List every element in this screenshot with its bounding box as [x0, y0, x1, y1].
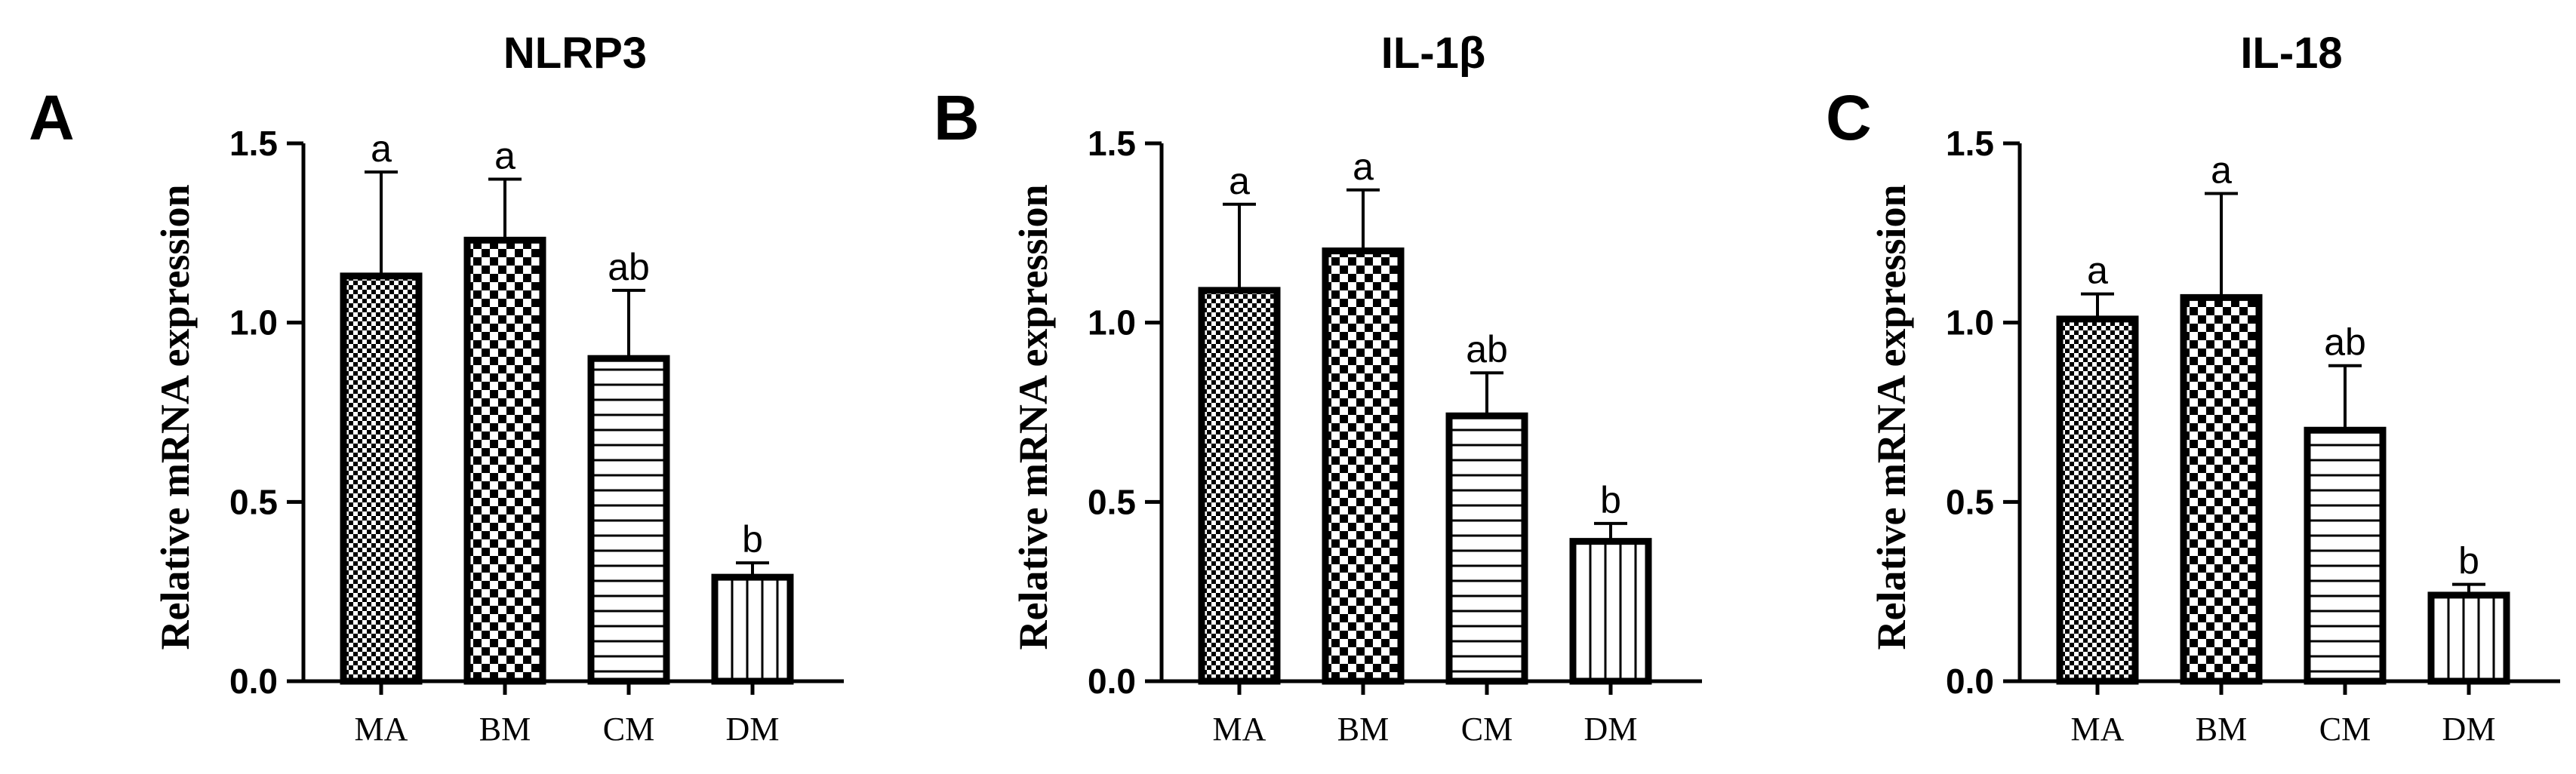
- panel-c-bars: a a ab b: [2056, 149, 2510, 685]
- panel-b-x-tick-label-cm: CM: [1461, 711, 1513, 748]
- panel-c-bar-cm: [2304, 426, 2387, 685]
- panel-c-bar-dm: [2427, 591, 2510, 685]
- panel-b-x-ticks: MA BM CM DM: [1213, 681, 1638, 748]
- panel-b-bar-cm: [1445, 412, 1528, 685]
- panel-b-y-ticks: 0.0 0.5 1.0 1.5: [1088, 124, 1162, 701]
- panel-a-x-ticks: MA BM CM DM: [355, 681, 780, 748]
- panel-a-bar-dm: [711, 573, 794, 685]
- panel-c-y-ticks: 0.0 0.5 1.0 1.5: [1946, 124, 2020, 701]
- panel-b-bar-bm: [1322, 247, 1405, 685]
- panel-a-bar-ma: [340, 272, 423, 685]
- panel-a-x-tick-label-ma: MA: [355, 711, 408, 748]
- panel-a-y-tick-label-2: 1.0: [229, 303, 278, 342]
- panel-c-y-tick-label-3: 1.5: [1946, 124, 1994, 163]
- panel-a-bars: a a ab b: [340, 127, 794, 685]
- panel-c-significance-ma: a: [2087, 250, 2108, 292]
- panel-a-y-ticks: 0.0 0.5 1.0 1.5: [229, 124, 303, 701]
- panel-a-x-tick-label-dm: DM: [726, 711, 780, 748]
- panel-b-significance-bm: a: [1353, 146, 1374, 188]
- panel-b-x-tick-label-bm: BM: [1337, 711, 1389, 748]
- panel-a: A NLRP3 Relative mRNA expression 0.0 0.5 1…: [29, 29, 844, 748]
- panel-c-significance-cm: ab: [2324, 321, 2366, 364]
- panel-a-significance-bm: a: [494, 135, 516, 177]
- panel-a-significance-ma: a: [371, 127, 392, 170]
- panel-c-y-tick-label-0: 0.0: [1946, 662, 1994, 701]
- panel-c-y-tick-label-1: 0.5: [1946, 482, 1994, 521]
- panel-a-x-tick-label-cm: CM: [603, 711, 654, 748]
- panel-b-bar-ma: [1198, 287, 1281, 685]
- panel-b-significance-ma: a: [1229, 160, 1250, 202]
- panel-c-y-axis-label: Relative mRNA expression: [1869, 185, 1914, 650]
- panel-a-significance-cm: ab: [608, 246, 650, 288]
- panel-a-bar-bm: [463, 236, 546, 685]
- panel-b-bars: a a ab b: [1198, 146, 1652, 685]
- panel-b-y-axis-label: Relative mRNA expression: [1011, 185, 1056, 650]
- panel-b-significance-cm: ab: [1466, 328, 1508, 370]
- panel-a-x-tick-label-bm: BM: [479, 711, 531, 748]
- panel-a-letter: A: [29, 82, 75, 153]
- panel-b-title: IL-1β: [1381, 29, 1486, 78]
- panel-b-x-tick-label-ma: MA: [1213, 711, 1266, 748]
- panel-a-bar-cm: [587, 355, 670, 685]
- panel-c-y-tick-label-2: 1.0: [1946, 303, 1994, 342]
- panel-b-x-tick-label-dm: DM: [1584, 711, 1638, 748]
- panel-b: B IL-1β Relative mRNA expression 0.0 0.5 1…: [934, 29, 1702, 748]
- panel-b-y-tick-label-3: 1.5: [1088, 124, 1136, 163]
- panel-b-y-tick-label-2: 1.0: [1088, 303, 1136, 342]
- panel-c: C IL-18 Relative mRNA expression 0.0 0.5 1…: [1826, 29, 2560, 748]
- panel-b-y-tick-label-0: 0.0: [1088, 662, 1136, 701]
- panel-c-x-tick-label-cm: CM: [2319, 711, 2371, 748]
- panel-a-y-tick-label-0: 0.0: [229, 662, 278, 701]
- panel-c-x-tick-label-bm: BM: [2196, 711, 2247, 748]
- panel-c-bar-ma: [2056, 315, 2139, 685]
- panel-c-significance-dm: b: [2458, 540, 2479, 582]
- panel-c-x-tick-label-dm: DM: [2442, 711, 2496, 748]
- panel-b-y-tick-label-1: 0.5: [1088, 482, 1136, 521]
- panel-c-x-ticks: MA BM CM DM: [2071, 681, 2496, 748]
- panel-c-x-tick-label-ma: MA: [2071, 711, 2125, 748]
- panel-a-y-tick-label-3: 1.5: [229, 124, 278, 163]
- panel-b-bar-dm: [1569, 538, 1652, 685]
- panel-a-title: NLRP3: [503, 29, 647, 78]
- panel-c-title: IL-18: [2240, 29, 2342, 78]
- panel-c-letter: C: [1826, 82, 1872, 153]
- panel-c-bar-bm: [2180, 293, 2263, 685]
- panel-a-y-axis-label: Relative mRNA expression: [152, 185, 198, 650]
- panel-b-significance-dm: b: [1600, 479, 1621, 521]
- panel-a-significance-dm: b: [742, 518, 763, 561]
- panel-c-significance-bm: a: [2211, 149, 2232, 192]
- panel-b-letter: B: [934, 82, 980, 153]
- panel-a-y-tick-label-1: 0.5: [229, 482, 278, 521]
